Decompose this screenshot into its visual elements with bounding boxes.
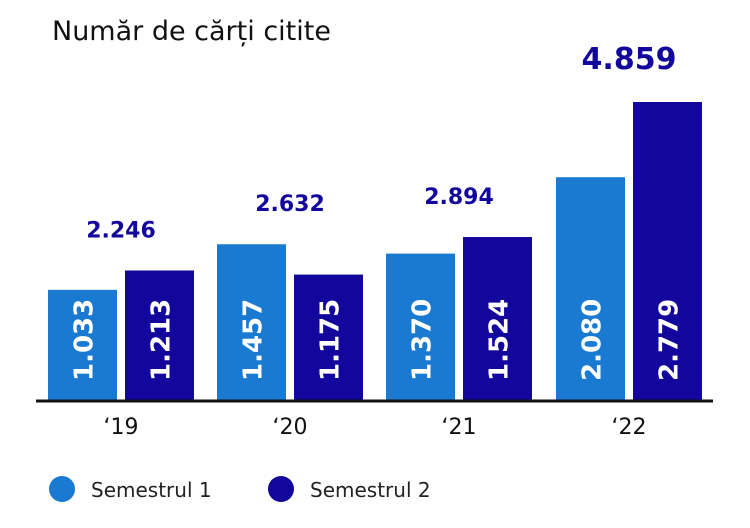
total-label: 2.632 (255, 192, 325, 217)
x-tick-label: ‘22 (612, 415, 647, 440)
bar-value-label: 1.457 (239, 299, 269, 381)
bar-value-label: 1.370 (408, 299, 438, 381)
bar-value-label: 2.080 (578, 299, 608, 381)
bar-2-2 (463, 237, 532, 401)
legend-label: Semestrul 1 (91, 478, 212, 502)
bar-value-label: 1.175 (316, 299, 346, 381)
total-label: 2.246 (86, 218, 156, 243)
bar-2-3 (633, 102, 702, 401)
bar-1-0 (48, 289, 117, 401)
bar-2-1 (294, 274, 363, 401)
total-label: 2.894 (424, 185, 494, 210)
total-label: 4.859 (582, 42, 677, 77)
legend-label: Semestrul 2 (310, 478, 431, 502)
chart-title: Număr de cărți citite (52, 16, 331, 47)
bar-value-label: 1.033 (70, 299, 100, 381)
legend-swatch-2 (268, 476, 294, 502)
bar-1-1 (217, 244, 286, 401)
x-tick-label: ‘19 (104, 415, 139, 440)
bar-1-2 (386, 253, 455, 401)
bar-value-label: 1.213 (147, 299, 177, 381)
x-tick-label: ‘21 (442, 415, 477, 440)
legend-swatch-1 (49, 476, 75, 502)
bar-1-3 (556, 177, 625, 401)
x-tick-label: ‘20 (273, 415, 308, 440)
bar-value-label: 2.779 (655, 299, 685, 381)
bar-2-0 (125, 270, 194, 401)
bar-value-label: 1.524 (485, 299, 515, 381)
